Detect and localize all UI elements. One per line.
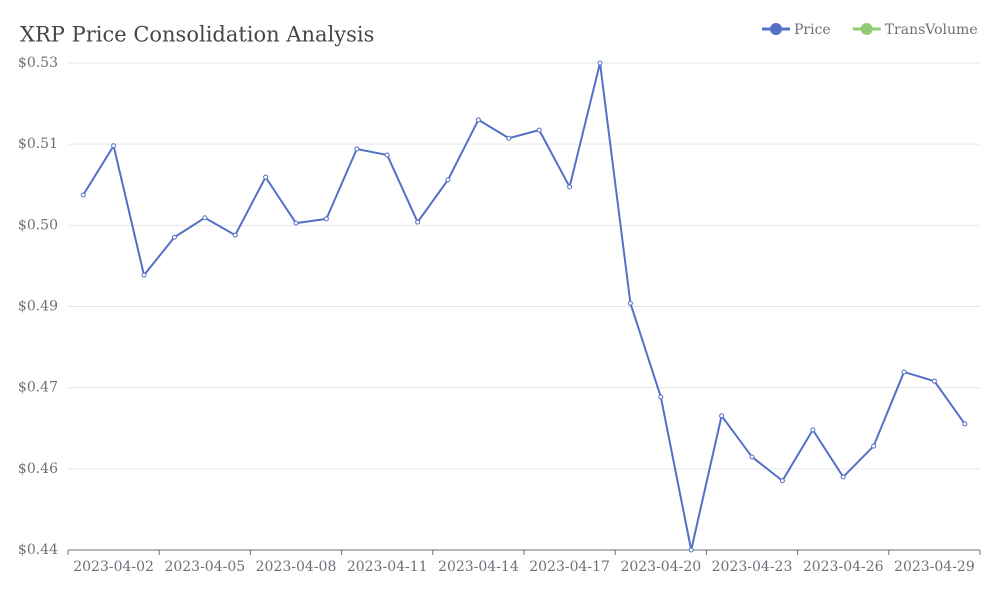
data-point	[840, 474, 846, 480]
data-point	[901, 369, 907, 375]
data-point	[80, 192, 86, 198]
data-point	[749, 454, 755, 460]
data-point	[931, 378, 937, 384]
data-point	[323, 216, 329, 222]
data-point	[567, 184, 573, 190]
data-point	[597, 60, 603, 66]
data-point	[415, 219, 421, 225]
y-tick-label: $0.51	[18, 136, 58, 152]
data-point	[354, 146, 360, 152]
x-tick-label: 2023-04-26	[803, 559, 884, 575]
y-tick-label: $0.50	[18, 217, 58, 233]
data-point	[962, 421, 968, 427]
x-tick-label: 2023-04-20	[620, 559, 701, 575]
data-point	[658, 394, 664, 400]
x-tick-label: 2023-04-14	[438, 559, 519, 575]
legend-label[interactable]: Price	[794, 22, 831, 38]
data-point	[779, 478, 785, 484]
data-point	[719, 413, 725, 419]
data-point	[293, 220, 299, 226]
x-tick-label: 2023-04-17	[529, 559, 610, 575]
y-tick-label: $0.47	[18, 380, 58, 396]
data-point	[627, 300, 633, 306]
data-point	[384, 152, 390, 158]
x-tick-label: 2023-04-08	[256, 559, 337, 575]
x-tick-label: 2023-04-11	[347, 559, 428, 575]
y-tick-label: $0.44	[18, 542, 58, 558]
data-point	[506, 135, 512, 141]
data-point	[475, 117, 481, 123]
data-point	[688, 547, 694, 553]
legend-swatch-dot	[770, 23, 782, 35]
data-point	[445, 177, 451, 183]
data-point	[810, 427, 816, 433]
data-point	[202, 215, 208, 221]
data-point	[111, 143, 117, 149]
data-point	[141, 272, 147, 278]
y-tick-label: $0.46	[18, 461, 58, 477]
x-tick-label: 2023-04-02	[73, 559, 154, 575]
y-tick-label: $0.49	[18, 299, 58, 315]
data-point	[263, 174, 269, 180]
x-tick-label: 2023-04-23	[712, 559, 793, 575]
data-point	[232, 232, 238, 238]
price-line	[82, 62, 966, 551]
legend-swatch-dot	[860, 23, 873, 35]
data-point	[536, 127, 542, 133]
x-tick-label: 2023-04-29	[894, 559, 975, 575]
legend-label[interactable]: TransVolume	[885, 22, 978, 38]
chart-title: XRP Price Consolidation Analysis	[20, 23, 374, 47]
data-point	[171, 234, 177, 240]
data-point	[871, 443, 877, 449]
y-tick-label: $0.53	[18, 55, 58, 71]
x-tick-label: 2023-04-05	[164, 559, 245, 575]
